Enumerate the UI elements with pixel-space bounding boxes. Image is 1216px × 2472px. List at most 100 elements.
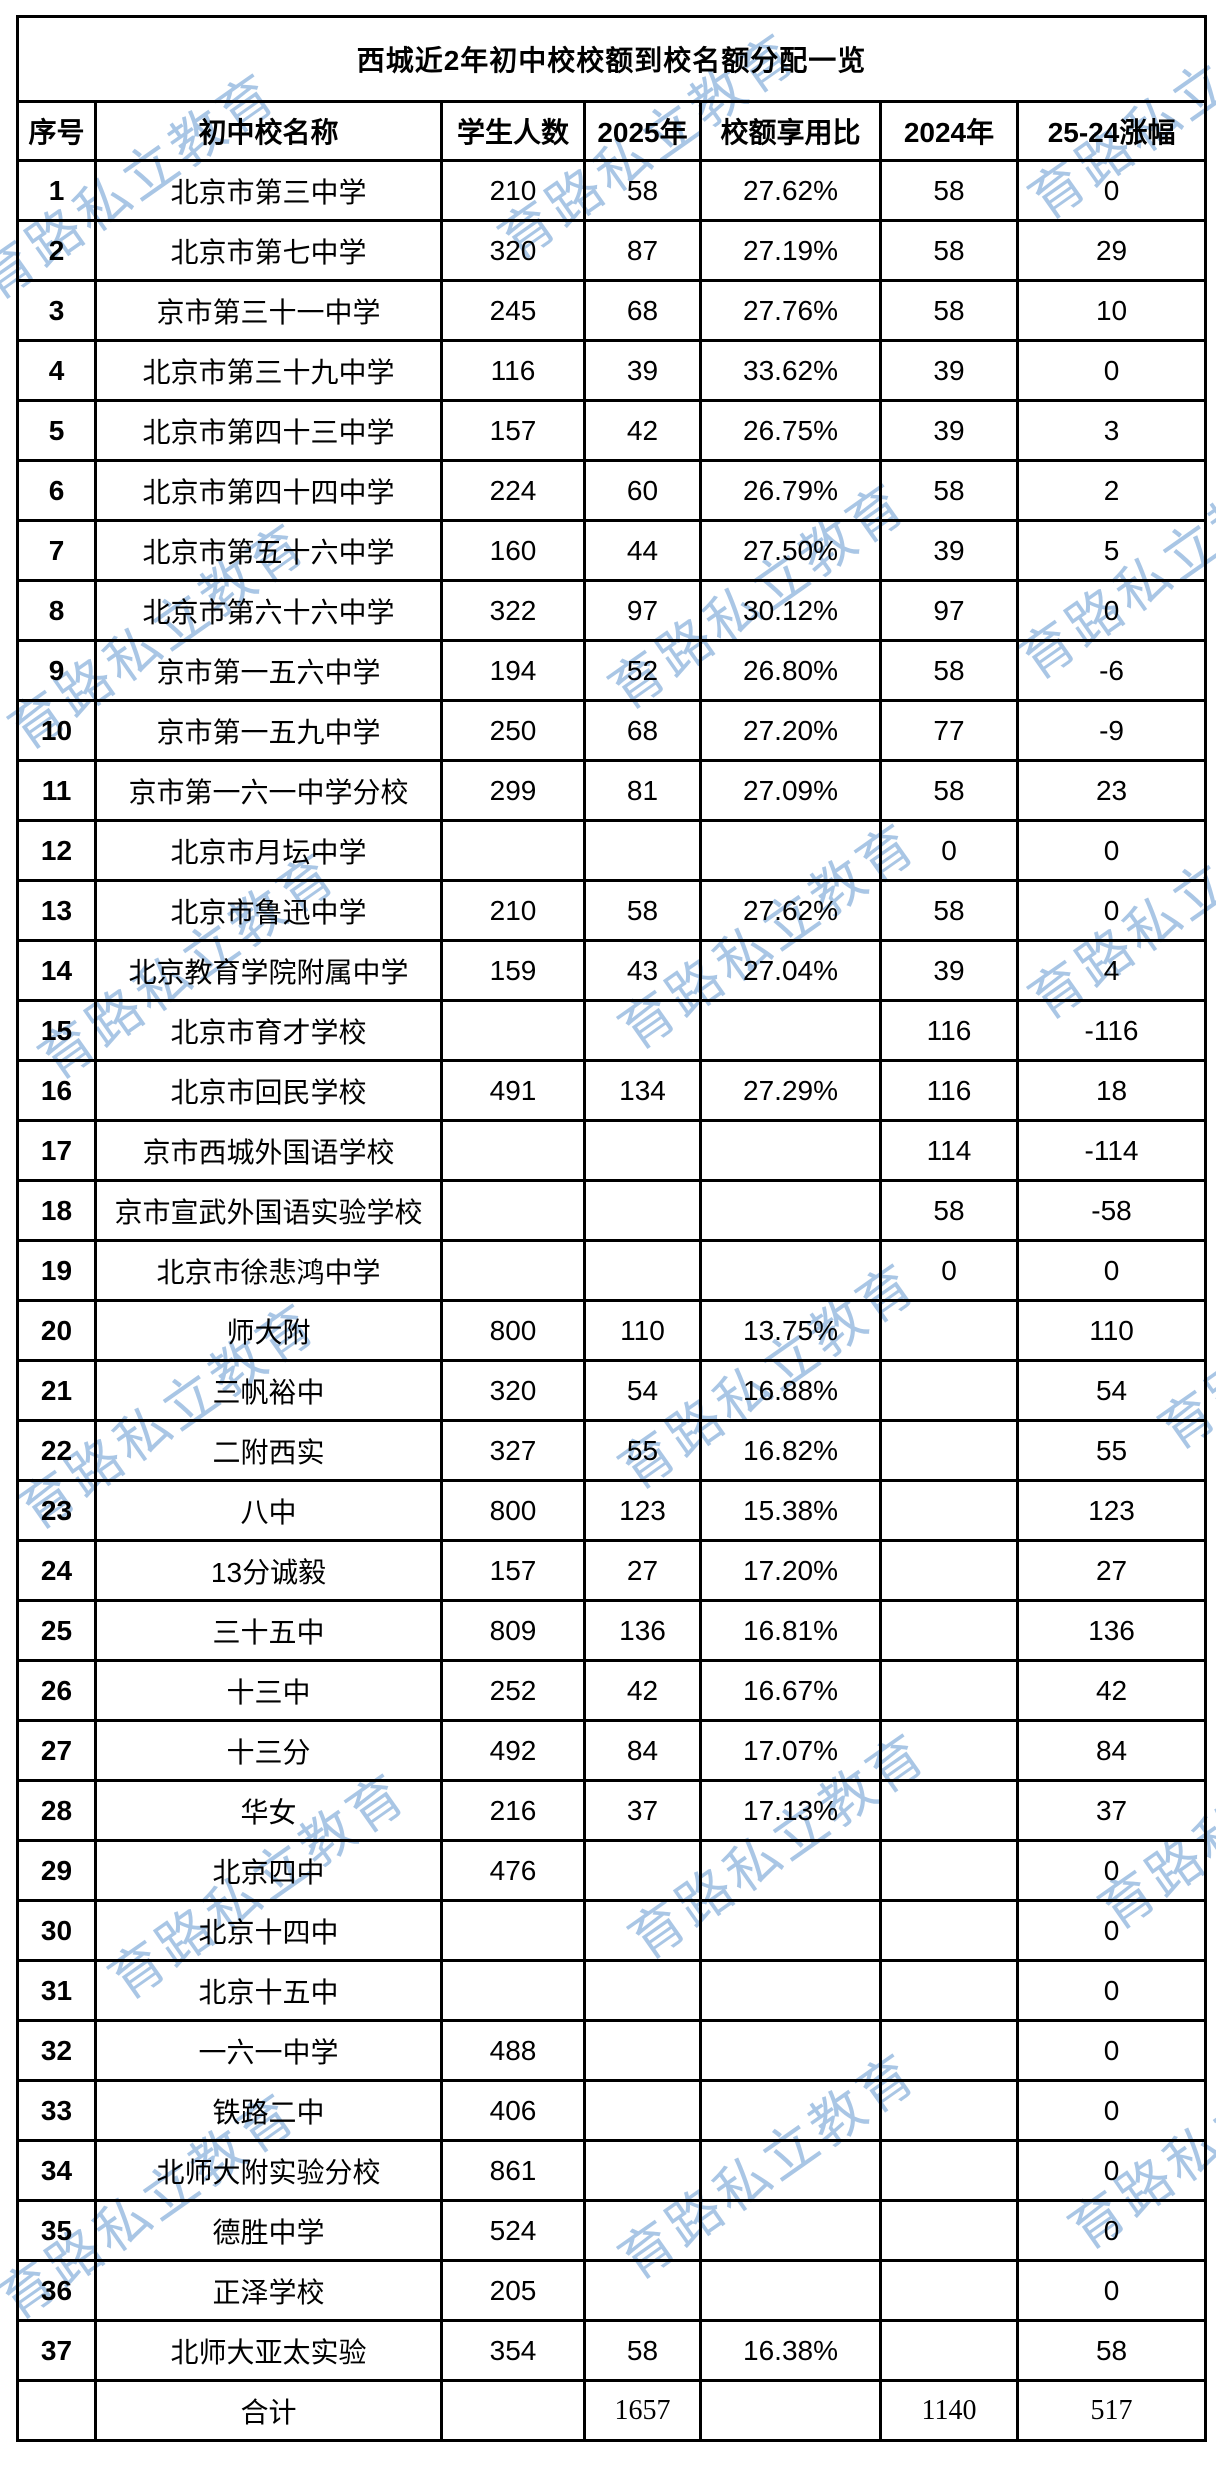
- cell-students: [440, 1179, 586, 1242]
- cell-y2024: [879, 1419, 1019, 1482]
- cell-y2025: [583, 819, 702, 882]
- table-row: 26 十三中 252 42 16.67% 42: [16, 1659, 1208, 1722]
- table-row: 24 13分诚毅 157 27 17.20% 27: [16, 1539, 1208, 1602]
- cell-y2024: 0: [879, 819, 1019, 882]
- cell-students: 210: [440, 879, 586, 942]
- cell-school-name: 北师大亚太实验: [94, 2319, 443, 2382]
- cell-index: 31: [16, 1959, 97, 2022]
- cell-ratio: 27.19%: [699, 219, 882, 282]
- table-row: 2 北京市第七中学 320 87 27.19% 58 29: [16, 219, 1208, 282]
- column-header-index: 序号: [16, 100, 97, 162]
- cell-school-name: 八中: [94, 1479, 443, 1542]
- cell-school-name: 13分诚毅: [94, 1539, 443, 1602]
- cell-school-name: 北京市育才学校: [94, 999, 443, 1062]
- cell-students: 250: [440, 699, 586, 762]
- table-row: 9 京市第一五六中学 194 52 26.80% 58 -6: [16, 639, 1208, 702]
- cell-y2024: 0: [879, 1239, 1019, 1302]
- cell-change: 5: [1015, 519, 1208, 582]
- cell-y2024: 39: [879, 519, 1019, 582]
- cell-y2025: 58: [583, 2319, 702, 2382]
- cell-y2025: [583, 2259, 702, 2322]
- cell-students: 116: [440, 339, 586, 402]
- cell-index: 3: [16, 279, 97, 342]
- column-header-school-name: 初中校名称: [94, 100, 443, 162]
- cell-ratio: 27.50%: [699, 519, 882, 582]
- cell-change: 58: [1015, 2319, 1208, 2382]
- cell-index: 30: [16, 1899, 97, 1962]
- cell-y2024: [879, 1899, 1019, 1962]
- cell-change: -116: [1015, 999, 1208, 1062]
- cell-change: 0: [1015, 1899, 1208, 1962]
- cell-ratio: 27.04%: [699, 939, 882, 1002]
- table-row: 35 德胜中学 524 0: [16, 2199, 1208, 2262]
- cell-y2024: [879, 2079, 1019, 2142]
- cell-index: 23: [16, 1479, 97, 1542]
- cell-students: 861: [440, 2139, 586, 2202]
- cell-students: 159: [440, 939, 586, 1002]
- cell-y2024: 39: [879, 399, 1019, 462]
- cell-school-name: 北京市第三十九中学: [94, 339, 443, 402]
- cell-y2025: 58: [583, 879, 702, 942]
- cell-index: 7: [16, 519, 97, 582]
- cell-ratio: [699, 2079, 882, 2142]
- cell-y2024: 116: [879, 1059, 1019, 1122]
- cell-ratio: 27.09%: [699, 759, 882, 822]
- cell-school-name: 北京市回民学校: [94, 1059, 443, 1122]
- cell-index: 37: [16, 2319, 97, 2382]
- cell-index: 27: [16, 1719, 97, 1782]
- cell-y2025: 84: [583, 1719, 702, 1782]
- table-row: 10 京市第一五九中学 250 68 27.20% 77 -9: [16, 699, 1208, 762]
- cell-ratio: [699, 2199, 882, 2262]
- table-row: 11 京市第一六一中学分校 299 81 27.09% 58 23: [16, 759, 1208, 822]
- cell-index: 26: [16, 1659, 97, 1722]
- cell-school-name: 京市第一五六中学: [94, 639, 443, 702]
- cell-school-name: 十三分: [94, 1719, 443, 1782]
- table-row: 25 三十五中 809 136 16.81% 136: [16, 1599, 1208, 1662]
- cell-change: 84: [1015, 1719, 1208, 1782]
- cell-y2025: [583, 2139, 702, 2202]
- cell-y2025: 87: [583, 219, 702, 282]
- cell-index: 20: [16, 1299, 97, 1362]
- total-cell-y2024: 1140: [879, 2379, 1019, 2442]
- cell-y2025: [583, 1119, 702, 1182]
- cell-students: 476: [440, 1839, 586, 1902]
- cell-change: 54: [1015, 1359, 1208, 1422]
- cell-index: 36: [16, 2259, 97, 2322]
- cell-index: 17: [16, 1119, 97, 1182]
- cell-ratio: 15.38%: [699, 1479, 882, 1542]
- cell-change: 10: [1015, 279, 1208, 342]
- cell-students: 299: [440, 759, 586, 822]
- cell-ratio: [699, 1839, 882, 1902]
- cell-students: 524: [440, 2199, 586, 2262]
- cell-school-name: 正泽学校: [94, 2259, 443, 2322]
- cell-ratio: [699, 999, 882, 1062]
- column-header-change: 25-24涨幅: [1015, 100, 1208, 162]
- cell-y2024: [879, 2019, 1019, 2082]
- cell-school-name: 北京市第四十四中学: [94, 459, 443, 522]
- cell-ratio: 26.80%: [699, 639, 882, 702]
- cell-students: 216: [440, 1779, 586, 1842]
- cell-y2025: 81: [583, 759, 702, 822]
- cell-y2025: [583, 2019, 702, 2082]
- cell-students: 252: [440, 1659, 586, 1722]
- cell-index: 25: [16, 1599, 97, 1662]
- cell-y2025: 60: [583, 459, 702, 522]
- cell-y2025: 123: [583, 1479, 702, 1542]
- cell-ratio: [699, 2139, 882, 2202]
- cell-index: 1: [16, 159, 97, 222]
- table-row: 18 京市宣武外国语实验学校 58 -58: [16, 1179, 1208, 1242]
- cell-ratio: 26.79%: [699, 459, 882, 522]
- cell-school-name: 三帆裕中: [94, 1359, 443, 1422]
- cell-index: 8: [16, 579, 97, 642]
- cell-change: 0: [1015, 579, 1208, 642]
- cell-ratio: 16.67%: [699, 1659, 882, 1722]
- table-row: 15 北京市育才学校 116 -116: [16, 999, 1208, 1062]
- cell-y2024: [879, 1359, 1019, 1422]
- cell-y2025: [583, 1179, 702, 1242]
- cell-y2024: [879, 1659, 1019, 1722]
- total-cell-school-name: 合计: [94, 2379, 443, 2442]
- cell-students: 354: [440, 2319, 586, 2382]
- cell-school-name: 京市第一五九中学: [94, 699, 443, 762]
- cell-school-name: 北京市第七中学: [94, 219, 443, 282]
- cell-school-name: 华女: [94, 1779, 443, 1842]
